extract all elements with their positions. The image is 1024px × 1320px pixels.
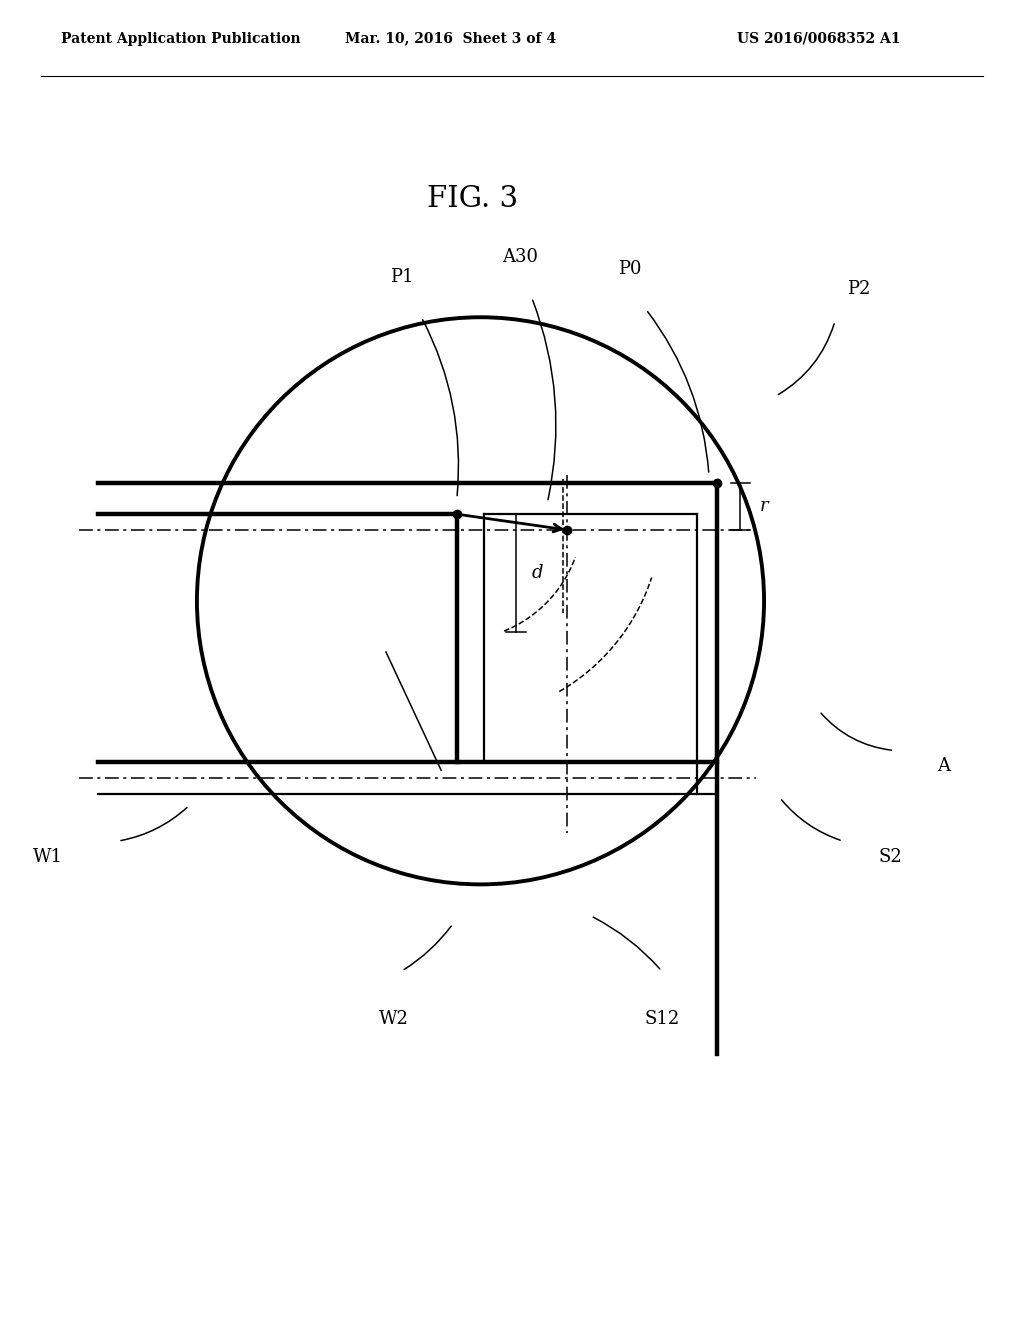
Text: A30: A30: [502, 248, 538, 267]
Text: US 2016/0068352 A1: US 2016/0068352 A1: [737, 32, 901, 46]
Text: P2: P2: [847, 280, 870, 297]
Text: W1: W1: [33, 847, 63, 866]
Text: P1: P1: [390, 268, 414, 285]
Text: d: d: [531, 564, 543, 582]
Text: Patent Application Publication: Patent Application Publication: [61, 32, 301, 46]
Text: FIG. 3: FIG. 3: [427, 185, 518, 213]
Text: W2: W2: [379, 1010, 409, 1028]
Text: S12: S12: [644, 1010, 679, 1028]
Text: S2: S2: [879, 847, 902, 866]
Text: P0: P0: [618, 260, 642, 279]
Text: Mar. 10, 2016  Sheet 3 of 4: Mar. 10, 2016 Sheet 3 of 4: [345, 32, 556, 46]
Text: A: A: [937, 758, 950, 775]
Text: r: r: [760, 498, 769, 515]
